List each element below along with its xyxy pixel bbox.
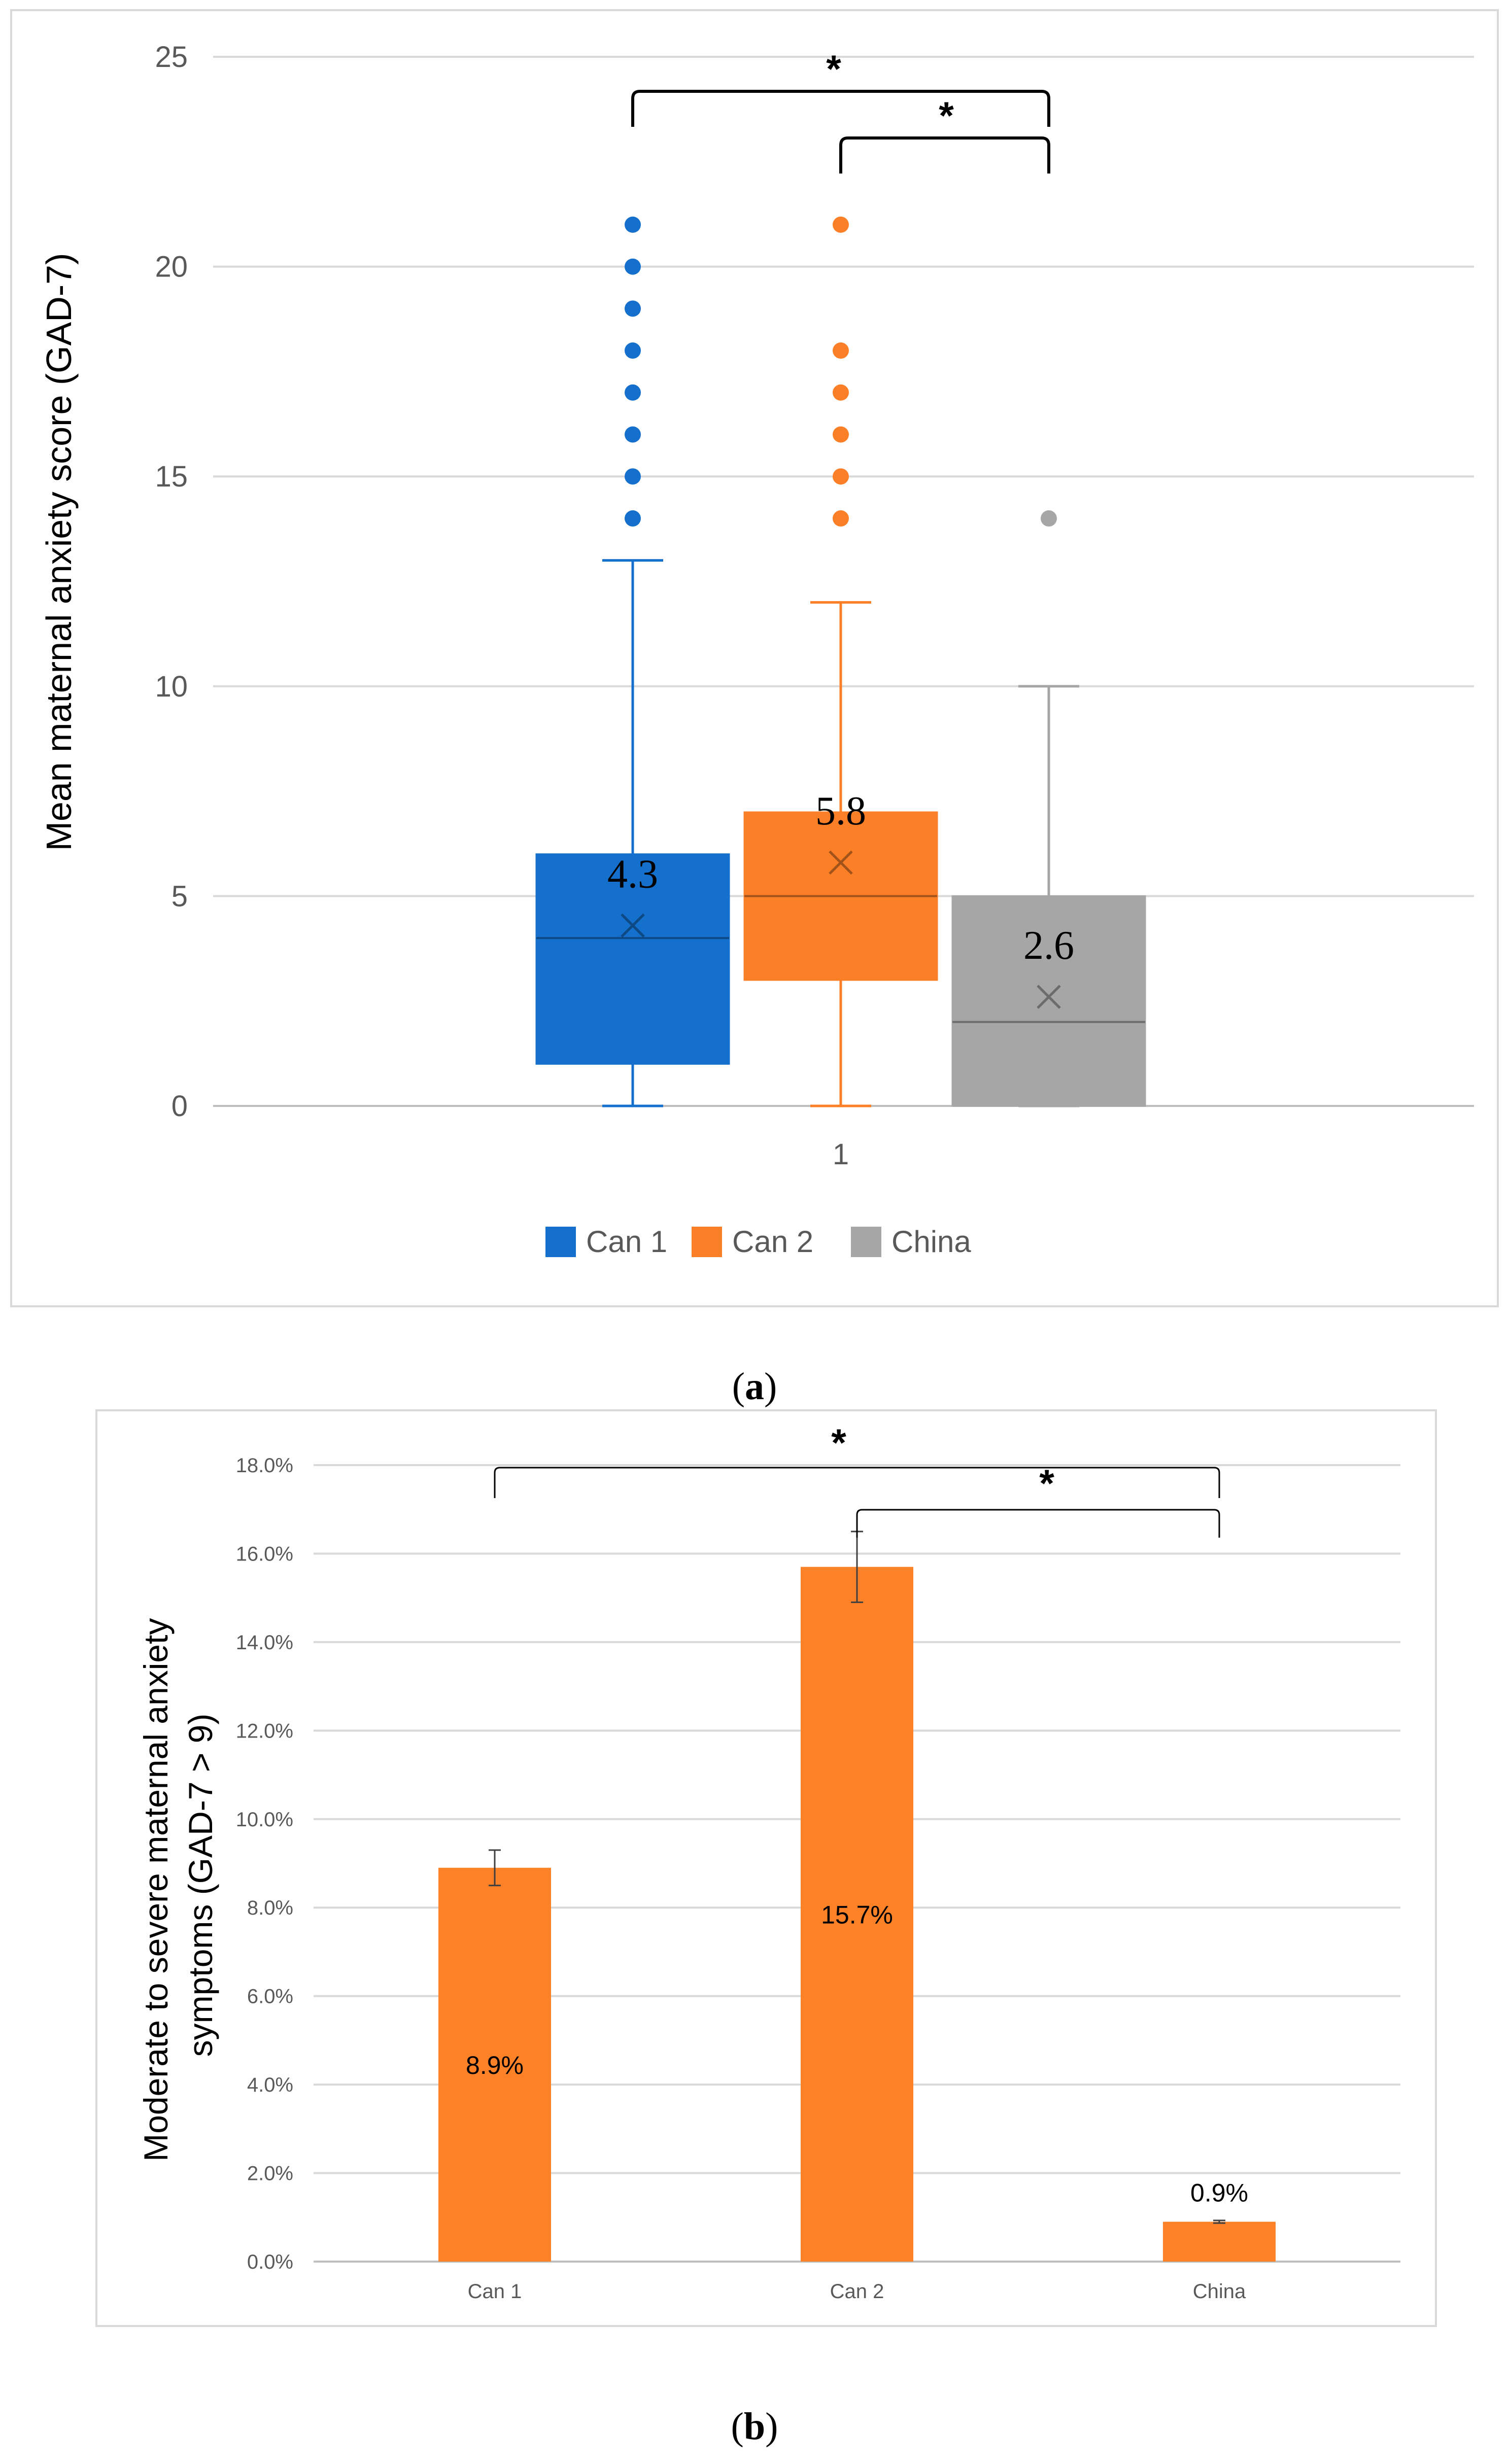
mean-marker	[621, 913, 645, 938]
outlier-point	[1041, 510, 1057, 527]
x-category-label: Can 1	[468, 2280, 522, 2303]
mean-label: 5.8	[815, 789, 866, 834]
sig-bracket-can-2-china: *	[839, 94, 1050, 173]
panel-b-y-axis-label-line-1: Moderate to severe maternal anxiety	[137, 1618, 175, 2162]
box-iqr	[951, 895, 1146, 1107]
panel-b-y-tick-label: 6.0%	[247, 1986, 293, 2008]
panel-b-y-tick-label: 18.0%	[236, 1454, 293, 1477]
panel-a-gridlines	[213, 56, 1474, 1107]
bar-china: 0.9% China	[1163, 2176, 1276, 2303]
x-category-label: China	[1193, 2280, 1246, 2303]
panel-a-x-category-label: 1	[833, 1138, 849, 1171]
box-iqr	[743, 811, 938, 981]
outlier-point	[833, 510, 849, 527]
box-can-1: 4.3	[535, 216, 730, 1107]
panel-a-caption-letter: a	[745, 1365, 764, 1408]
panel-a-y-tick-label: 15	[155, 460, 188, 493]
significance-mark: *	[831, 1421, 846, 1465]
outlier-point	[625, 384, 641, 401]
outlier-point	[833, 426, 849, 443]
mean-label: 2.6	[1023, 923, 1074, 968]
bar-value-label: 15.7%	[821, 1900, 893, 1929]
bracket-line	[856, 1509, 1220, 1538]
significance-mark: *	[939, 94, 954, 137]
significance-mark: *	[1039, 1462, 1054, 1505]
outlier-point	[625, 342, 641, 359]
outlier-point	[833, 216, 849, 233]
mean-label: 4.3	[607, 852, 658, 896]
sig-bracket-can-2-china: *	[856, 1462, 1220, 1538]
outlier-point	[625, 468, 641, 485]
legend-swatch	[692, 1227, 722, 1257]
outlier-point	[833, 342, 849, 359]
bar-rect	[801, 1567, 913, 2262]
panel-a-boxes: 4.3 5.8 2.6	[535, 216, 1146, 1107]
panel-a-boxplot: 0 5 10 15 20 25 Mean maternal anxiety score (…	[10, 9, 1499, 1307]
panel-a-y-tick-label: 10	[155, 670, 188, 703]
mean-marker	[1037, 985, 1061, 1009]
legend-item-can-1: Can 1	[545, 1225, 667, 1259]
sig-bracket-can-1-china: *	[494, 1421, 1220, 1498]
box-china: 2.6	[951, 510, 1146, 1107]
panel-b-significance: **	[494, 1421, 1220, 1538]
panel-b-y-tick-label: 10.0%	[236, 1809, 293, 1831]
bar-rect	[1163, 2222, 1276, 2262]
panel-a-legend: Can 1 Can 2 China	[545, 1225, 971, 1259]
panel-b-bars: 8.9% Can 1 15.7% Can 2 0.9% China	[438, 1531, 1276, 2303]
box-iqr	[535, 853, 730, 1065]
mean-marker	[829, 850, 853, 875]
bar-value-label: 0.9%	[1190, 2179, 1248, 2207]
panel-a-y-axis-label: Mean maternal anxiety score (GAD-7)	[39, 253, 79, 851]
panel-a-frame	[10, 9, 1499, 1307]
panel-b-y-tick-label: 4.0%	[247, 2074, 293, 2096]
outlier-point	[625, 258, 641, 275]
sig-bracket-can-1-china: *	[631, 48, 1050, 127]
panel-a-y-tick-label: 0	[172, 1090, 188, 1123]
panel-b-y-axis-label-line-2: symptoms (GAD-7 > 9)	[182, 1714, 219, 2057]
panel-b-y-axis-label: Moderate to severe maternal anxiety symp…	[137, 1609, 219, 2162]
legend-swatch	[545, 1227, 576, 1257]
outlier-point	[625, 426, 641, 443]
legend-item-can-2: Can 2	[692, 1225, 813, 1259]
legend-item-china: China	[851, 1225, 971, 1259]
bracket-line	[494, 1467, 1220, 1498]
bar-can-1: 8.9% Can 1	[438, 1849, 551, 2303]
legend-swatch	[851, 1227, 881, 1257]
outlier-point	[625, 216, 641, 233]
panel-b-caption-letter: b	[744, 2405, 765, 2448]
panel-a-y-tick-label: 25	[155, 41, 188, 74]
panel-b-caption: (b)	[731, 2405, 778, 2448]
panel-b-y-tick-label: 14.0%	[236, 1632, 293, 1654]
bracket-line	[839, 136, 1050, 173]
outlier-point	[833, 384, 849, 401]
panel-a-y-ticks: 0 5 10 15 20 25	[155, 41, 188, 1123]
bar-rect	[438, 1867, 551, 2262]
outlier-point	[625, 300, 641, 317]
bar-can-2: 15.7% Can 2	[801, 1531, 913, 2303]
bracket-line	[631, 90, 1050, 127]
legend-label: Can 2	[732, 1225, 813, 1259]
legend-label: Can 1	[586, 1225, 667, 1259]
panel-b-y-tick-label: 0.0%	[247, 2251, 293, 2273]
panel-b-barchart: 0.0% 2.0% 4.0% 6.0% 8.0% 10.0% 12.0% 14.0% 16.0%…	[95, 1409, 1437, 2327]
panel-b-y-tick-label: 12.0%	[236, 1720, 293, 1742]
bar-label-bg	[1179, 2176, 1260, 2210]
panel-a-caption: (a)	[732, 1365, 777, 1408]
panel-a-y-tick-label: 20	[155, 251, 188, 284]
box-can-2: 5.8	[743, 216, 938, 1107]
panel-b-y-tick-label: 8.0%	[247, 1897, 293, 1919]
significance-mark: *	[826, 48, 841, 91]
panel-b-y-tick-label: 16.0%	[236, 1543, 293, 1565]
bar-value-label: 8.9%	[466, 2051, 524, 2079]
panel-b-y-tick-label: 2.0%	[247, 2163, 293, 2185]
panel-a-y-tick-label: 5	[172, 880, 188, 913]
outlier-point	[833, 468, 849, 485]
outlier-point	[625, 510, 641, 527]
panel-b-y-ticks: 0.0% 2.0% 4.0% 6.0% 8.0% 10.0% 12.0% 14.0% 16.0%…	[236, 1454, 293, 2273]
panel-a-significance: **	[631, 48, 1050, 173]
legend-label: China	[891, 1225, 971, 1259]
x-category-label: Can 2	[830, 2280, 884, 2303]
